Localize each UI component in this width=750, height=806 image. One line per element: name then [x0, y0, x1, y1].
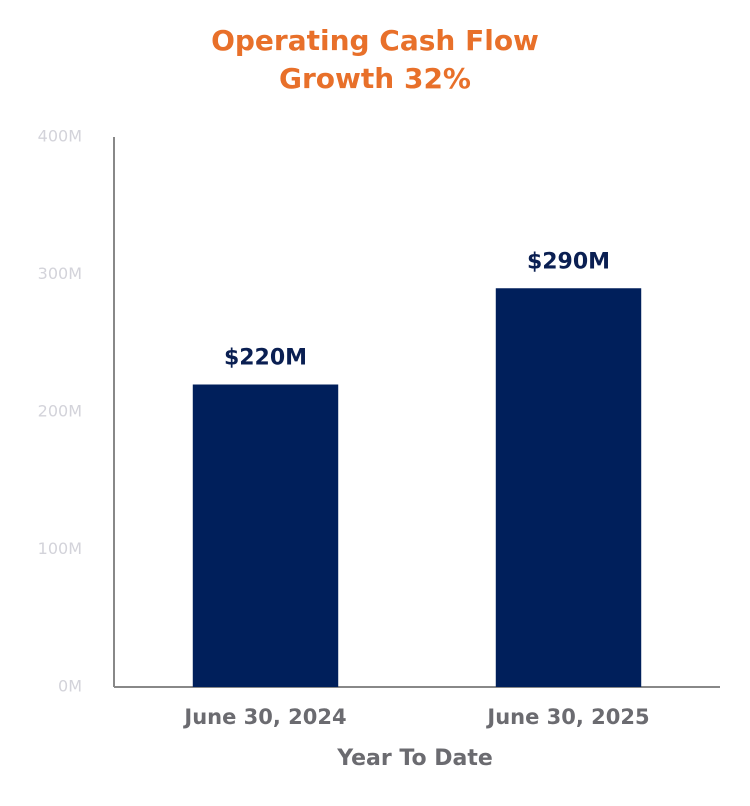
- y-tick-label: 100M: [38, 539, 82, 558]
- chart-title: Growth 32%: [279, 62, 471, 95]
- y-tick-label: 200M: [38, 402, 82, 421]
- value-label: $220M: [224, 346, 307, 371]
- x-axis-label: Year To Date: [336, 746, 493, 771]
- x-tick-label: June 30, 2025: [485, 705, 649, 729]
- x-tick-label: June 30, 2024: [182, 705, 346, 729]
- y-tick-label: 400M: [38, 127, 82, 146]
- y-tick-label: 0M: [58, 677, 82, 696]
- chart-title: Operating Cash Flow: [211, 24, 539, 57]
- bar: [192, 384, 339, 687]
- value-label: $290M: [527, 249, 610, 274]
- y-tick-label: 300M: [38, 264, 82, 283]
- bar: [495, 288, 642, 687]
